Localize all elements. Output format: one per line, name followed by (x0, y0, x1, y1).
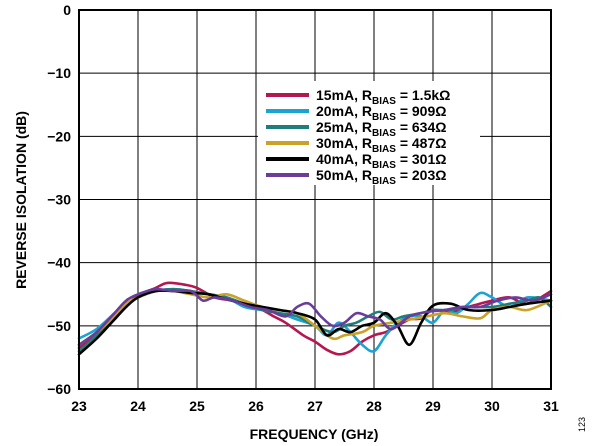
x-tick-label: 26 (248, 398, 264, 414)
x-tick-labels: 23 24 25 26 27 28 29 30 31 (71, 398, 559, 414)
x-axis-label: FREQUENCY (GHz) (250, 426, 379, 442)
y-tick-label: −60 (47, 381, 71, 397)
y-tick-labels: 0 −10 −20 −30 −40 −50 −60 (47, 2, 71, 397)
y-tick-label: −50 (47, 318, 71, 334)
series-line-5 (77, 289, 553, 356)
y-tick-label: −40 (47, 255, 71, 271)
legend-label-3: 25mA, RBIAS = 634Ω (316, 119, 446, 139)
legend-label-6: 50mA, RBIAS = 203Ω (316, 167, 446, 187)
x-tick-label: 28 (366, 398, 382, 414)
x-tick-label: 23 (71, 398, 87, 414)
legend-label-1: 15mA, RBIAS = 1.5kΩ (316, 87, 450, 107)
legend-label-2: 20mA, RBIAS = 909Ω (316, 103, 446, 123)
x-tick-label: 27 (307, 398, 323, 414)
x-tick-label: 30 (484, 398, 500, 414)
legend-label-4: 30mA, RBIAS = 487Ω (316, 135, 446, 155)
y-tick-label: −30 (47, 192, 71, 208)
x-tick-label: 24 (130, 398, 146, 414)
legend-box (258, 81, 480, 185)
x-tick-label: 29 (425, 398, 441, 414)
figure-id: 123 (577, 417, 587, 432)
y-axis-label: REVERSE ISOLATION (dB) (13, 111, 29, 289)
plot-frame (78, 9, 552, 390)
series-line-6 (77, 287, 553, 347)
x-tick-label: 25 (189, 398, 205, 414)
y-tick-label: 0 (63, 2, 71, 18)
grid (78, 9, 552, 390)
x-tick-label: 31 (543, 398, 559, 414)
y-tick-label: −10 (47, 65, 71, 81)
y-tick-label: −20 (47, 128, 71, 144)
legend-label-5: 40mA, RBIAS = 301Ω (316, 151, 446, 171)
series-layer (77, 281, 553, 356)
